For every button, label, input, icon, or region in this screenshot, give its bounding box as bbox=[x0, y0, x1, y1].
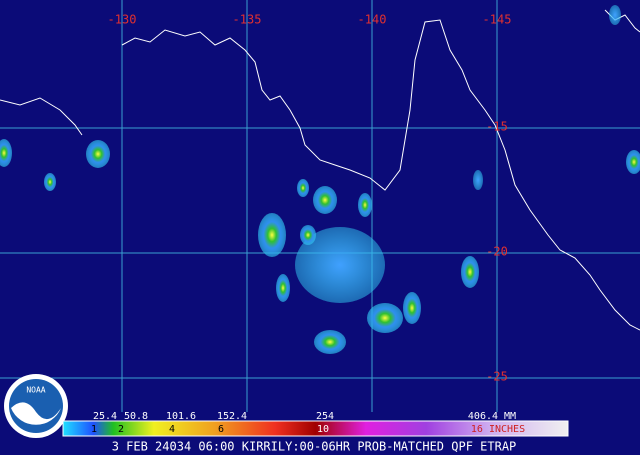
rain-cell bbox=[403, 292, 421, 324]
rain-cell bbox=[86, 140, 110, 168]
rain-cell bbox=[44, 173, 56, 191]
rain-cell bbox=[297, 179, 309, 197]
lat-label: -25 bbox=[486, 370, 508, 384]
inch-label: 6 bbox=[218, 424, 224, 435]
rain-cell bbox=[300, 225, 316, 245]
lon-label: -135 bbox=[233, 13, 262, 27]
mm-label: 25.4 bbox=[93, 411, 117, 422]
lat-label: -15 bbox=[486, 120, 508, 134]
logo-text: NOAA bbox=[26, 386, 45, 395]
rain-area bbox=[295, 227, 385, 303]
coastline bbox=[121, 19, 640, 331]
rain-cell bbox=[367, 303, 403, 333]
coastline bbox=[0, 97, 83, 136]
rain-cell bbox=[276, 274, 290, 302]
rain-cell bbox=[314, 330, 346, 354]
inch-label: 16 INCHES bbox=[471, 424, 525, 435]
rain-cell bbox=[609, 5, 621, 25]
color-scale bbox=[62, 420, 569, 437]
logo: NOAA bbox=[4, 374, 68, 438]
lon-label: -145 bbox=[483, 13, 512, 27]
mm-label: 101.6 bbox=[166, 411, 196, 422]
rain-cell bbox=[461, 256, 479, 288]
rain-cell bbox=[473, 170, 483, 190]
mm-label: 50.8 bbox=[124, 411, 148, 422]
lon-label: -140 bbox=[358, 13, 387, 27]
rain-cell bbox=[313, 186, 337, 214]
lat-label: -20 bbox=[486, 245, 508, 259]
mm-label: 254 bbox=[316, 411, 334, 422]
inch-label: 4 bbox=[169, 424, 175, 435]
inch-label: 10 bbox=[317, 424, 329, 435]
rain-cell bbox=[358, 193, 372, 217]
rain-cell bbox=[258, 213, 286, 257]
mm-label: 152.4 bbox=[217, 411, 247, 422]
logo-bird bbox=[11, 402, 61, 425]
rain-cell bbox=[626, 150, 640, 174]
caption: 3 FEB 24034 06:00 KIRRILY:00-06HR PROB-M… bbox=[112, 440, 517, 454]
rain-cell bbox=[0, 139, 12, 167]
inch-label: 1 bbox=[91, 424, 97, 435]
mm-label: 406.4 MM bbox=[468, 411, 516, 422]
lon-label: -130 bbox=[108, 13, 137, 27]
rainfall bbox=[0, 5, 640, 354]
inch-label: 2 bbox=[118, 424, 124, 435]
